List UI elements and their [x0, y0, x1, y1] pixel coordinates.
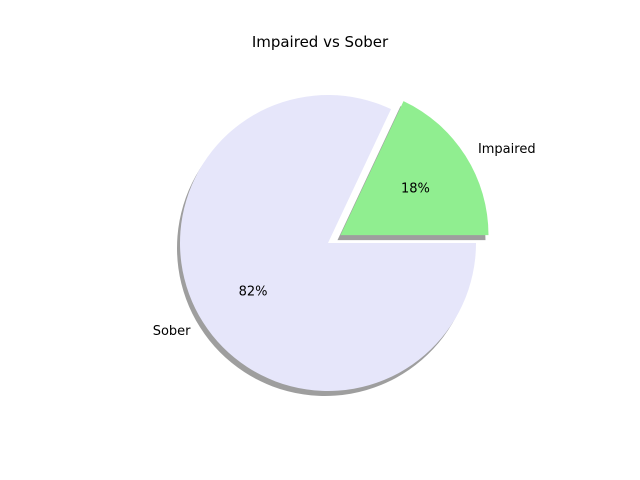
slice-label-sober: Sober [153, 324, 191, 339]
pie-slice-impaired [340, 101, 489, 236]
pie-slice-sober [180, 94, 477, 391]
chart-title: Impaired vs Sober [251, 33, 389, 51]
slice-pct-label-impaired: 18% [401, 181, 430, 196]
slice-pct-label-sober: 82% [239, 285, 268, 300]
pie-label-layer: Impaired 18% Sober 82% [153, 142, 536, 339]
slice-label-impaired: Impaired [478, 142, 536, 157]
pie-slice-layer [180, 94, 489, 391]
